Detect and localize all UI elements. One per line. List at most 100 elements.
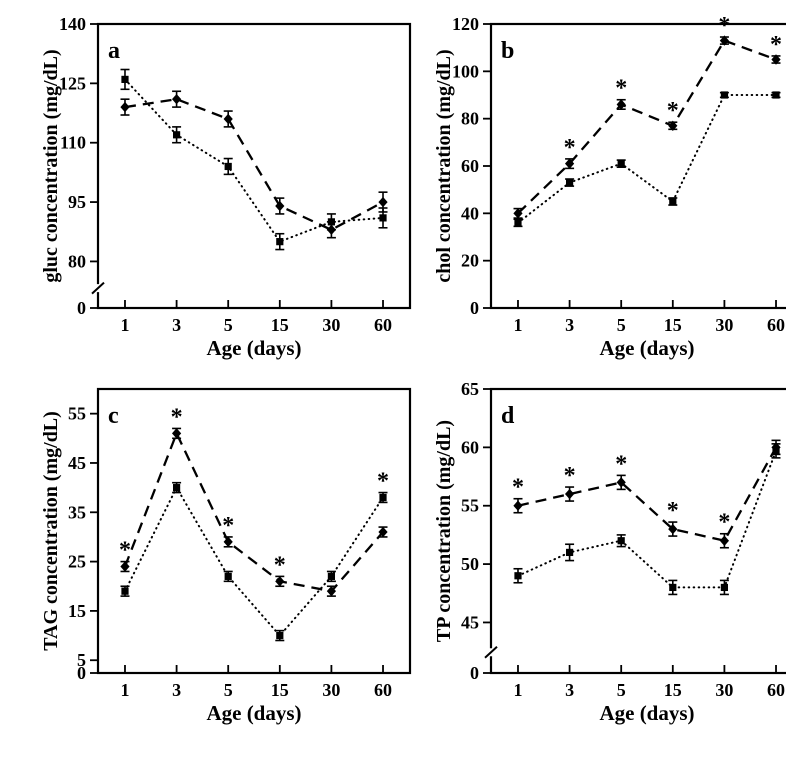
panel-letter: b (501, 38, 514, 64)
plot-frame (96, 387, 412, 675)
y-tick-label: 25 (68, 552, 86, 572)
marker-square (276, 631, 284, 640)
series-dotted-line (517, 449, 777, 589)
y-tick-label: 120 (452, 16, 479, 34)
y-tick-label: 95 (68, 192, 86, 212)
x-tick-label: 60 (374, 680, 392, 700)
marker-square (669, 583, 677, 592)
four-panel-line-chart-figure: 0 80 95 110 125 140 1 3 5 15 30 60 Age (days) gluc co… (40, 16, 786, 747)
series-dashed-line (517, 39, 777, 215)
significance-asterisk: * (171, 404, 183, 430)
x-axis-title: Age (days) (599, 336, 694, 360)
y-axis-title: TAG concentration (mg/dL) (40, 411, 62, 651)
x-tick-label: 3 (565, 315, 574, 335)
marker-square (276, 238, 284, 246)
marker-square (617, 160, 625, 168)
x-tick-label: 30 (322, 680, 340, 700)
marker-square (379, 214, 387, 222)
significance-asterisk: * (564, 463, 576, 489)
x-tick-label: 30 (322, 315, 340, 335)
marker-square (172, 131, 181, 139)
y-tick-label: 80 (68, 251, 86, 271)
marker-square (172, 484, 181, 492)
significance-asterisk: * (718, 510, 730, 536)
significance-asterisk: * (512, 475, 524, 501)
y-tick-label: 110 (60, 133, 86, 153)
panel-letter: c (108, 403, 119, 429)
y-tick-label: 80 (461, 109, 479, 129)
y-axis-title: TP concentration (mg/dL) (433, 420, 455, 642)
significance-asterisk: * (222, 513, 234, 539)
marker-diamond (223, 113, 233, 125)
x-tick-label: 30 (715, 680, 733, 700)
panel-letter: a (108, 38, 120, 64)
series-dotted-line (124, 78, 384, 243)
y-tick-label: 140 (59, 16, 86, 34)
axis-break-mark (484, 646, 498, 659)
significance-asterisk: * (274, 552, 286, 578)
y-tick-label: 35 (68, 502, 86, 522)
x-tick-label: 15 (664, 315, 682, 335)
marker-square (327, 572, 336, 580)
marker-square (514, 219, 522, 227)
series-dashed-line (517, 446, 778, 543)
marker-diamond (564, 488, 575, 500)
y-tick-label: 55 (68, 404, 86, 424)
y-tick-label: 60 (461, 437, 479, 457)
x-axis-title: Age (days) (599, 701, 694, 725)
y-tick-label: 45 (461, 612, 479, 632)
x-tick-label: 3 (565, 680, 574, 700)
marker-diamond (719, 535, 730, 546)
y-tick-label: 20 (461, 251, 479, 271)
significance-asterisk: * (667, 498, 679, 524)
marker-square (565, 548, 574, 557)
marker-diamond (719, 35, 730, 46)
y-tick-label: 15 (68, 601, 86, 621)
x-tick-label: 60 (374, 315, 392, 335)
y-tick-label: 50 (461, 554, 479, 574)
marker-diamond (120, 101, 130, 113)
significance-asterisk: * (377, 469, 389, 495)
x-tick-label: 5 (224, 680, 233, 700)
x-tick-label: 5 (224, 315, 233, 335)
x-tick-label: 60 (767, 315, 785, 335)
y-tick-label: 125 (59, 73, 86, 93)
x-tick-label: 1 (513, 315, 522, 335)
y-tick-label: 100 (452, 61, 479, 81)
marker-diamond (513, 500, 523, 511)
x-tick-label: 1 (513, 680, 522, 700)
marker-square (327, 218, 336, 226)
x-tick-label: 1 (120, 315, 129, 335)
significance-asterisk: * (119, 538, 131, 564)
x-tick-label: 30 (715, 315, 733, 335)
y-tick-label: 5 (77, 650, 86, 670)
series-dashed-line (124, 98, 384, 232)
significance-asterisk: * (667, 98, 679, 124)
y-tick-label: 60 (461, 156, 479, 176)
marker-square (514, 572, 522, 580)
marker-square (720, 91, 729, 99)
marker-diamond (771, 54, 781, 65)
plot-frame (489, 387, 786, 675)
marker-square (224, 572, 232, 580)
marker-square (772, 447, 780, 455)
marker-square (379, 493, 387, 502)
series-dotted-line (124, 485, 384, 638)
significance-asterisk: * (718, 16, 730, 39)
panel-b-chol-plot: 0 20 40 60 80 100 120 1 3 5 15 30 60 Age (days) chol c… (433, 16, 786, 360)
y-tick-label: 0 (77, 298, 86, 318)
series-dotted-line (517, 94, 777, 224)
panel-a-gluc-plot: 0 80 95 110 125 140 1 3 5 15 30 60 Age (days) gluc co… (40, 16, 412, 360)
x-tick-label: 5 (617, 315, 626, 335)
y-tick-label: 55 (461, 496, 479, 516)
y-tick-label: 65 (461, 381, 479, 399)
y-axis-title: chol concentration (mg/dL) (433, 49, 455, 282)
axis-break-mark (91, 281, 105, 295)
marker-diamond (378, 526, 388, 538)
marker-square (617, 537, 625, 545)
marker-square (121, 587, 129, 595)
x-tick-label: 1 (120, 680, 129, 700)
marker-square (121, 75, 129, 83)
x-tick-label: 15 (664, 680, 682, 700)
